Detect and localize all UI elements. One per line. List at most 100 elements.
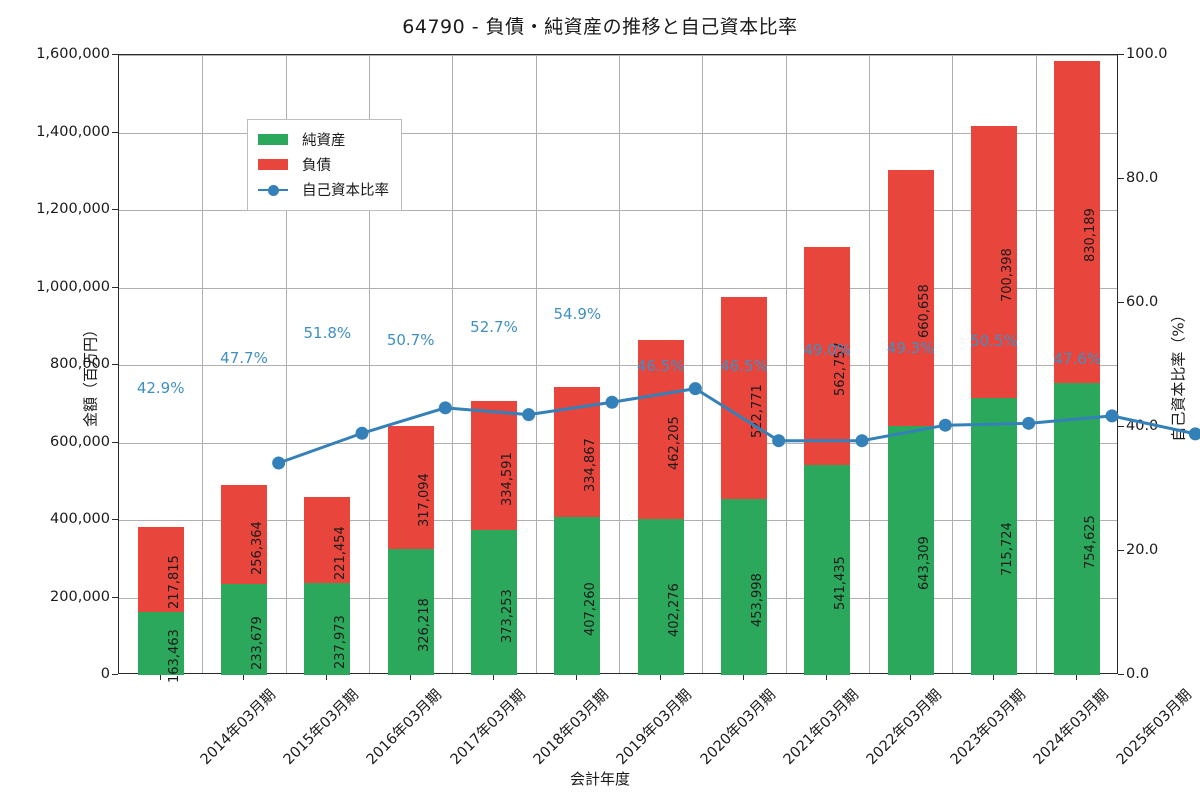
bar-segment-liability[interactable] [1054, 60, 1101, 383]
bar-value-label-equity: 754,625 [1083, 515, 1099, 569]
ratio-data-label: 49.0% [803, 341, 852, 360]
ratio-line-marker[interactable] [605, 395, 619, 409]
ratio-data-label: 52.7% [470, 318, 518, 337]
bar-segment-equity[interactable] [637, 519, 684, 675]
bar-segment-equity[interactable] [887, 425, 934, 675]
y-axis-tick-label-right: 100.0 [1126, 46, 1168, 62]
gridline-vertical [202, 55, 204, 673]
gridline-vertical [702, 55, 704, 673]
bar-value-label-equity: 541,435 [833, 556, 849, 611]
bar-value-label-equity: 453,998 [750, 573, 765, 628]
x-axis-tick-mark [493, 674, 494, 680]
bar-segment-equity[interactable] [387, 548, 434, 675]
bar-value-label-liability: 256,364 [250, 521, 265, 575]
bar-value-label-equity: 715,724 [1000, 522, 1015, 577]
x-axis-tick-label: 2020年03月期 [697, 686, 779, 769]
bar-value-label-equity: 643,309 [916, 536, 932, 591]
y-axis-tick-label-left: 1,000,000 [36, 278, 110, 295]
gridline-horizontal [119, 365, 1117, 366]
bar-segment-liability[interactable] [221, 485, 267, 585]
y-axis-tick-mark-left [112, 286, 118, 288]
y-axis-tick-label-right: 80.0 [1126, 170, 1159, 186]
y-axis-tick-mark-right [1118, 302, 1124, 303]
bar-segment-equity[interactable] [221, 584, 267, 675]
gridline-horizontal [119, 55, 1117, 56]
x-axis-tick-label: 2024年03月期 [1030, 686, 1113, 769]
legend-item[interactable]: 純資産 [258, 127, 389, 152]
ratio-line-marker[interactable] [438, 401, 452, 415]
y-axis-tick-mark-right [1118, 674, 1124, 675]
ratio-data-label: 46.5% [636, 356, 685, 375]
x-axis-tick-mark [743, 674, 744, 680]
y-axis-tick-label-left: 1,400,000 [36, 123, 110, 140]
x-axis-tick-mark [159, 674, 161, 680]
bar-value-label-equity: 326,218 [416, 598, 432, 652]
y-axis-tick-label-left: 1,200,000 [36, 201, 110, 217]
y-axis-tick-mark-left [112, 54, 118, 55]
x-axis-tick-mark [576, 674, 578, 680]
y-axis-tick-mark-left [112, 596, 118, 598]
bar-value-label-liability: 660,658 [916, 283, 932, 338]
gridline-vertical [619, 55, 620, 673]
y-axis-tick-label-left: 1,600,000 [36, 46, 110, 62]
ratio-line-marker[interactable] [522, 408, 536, 422]
bar-value-label-liability: 830,189 [1083, 207, 1099, 262]
bar-segment-equity[interactable] [721, 499, 767, 675]
y-axis-tick-mark-left [112, 519, 118, 520]
x-axis-tick-mark [243, 674, 244, 680]
bar-value-label-liability: 217,815 [166, 555, 182, 610]
bar-value-label-liability: 522,771 [750, 384, 765, 438]
bar-segment-equity[interactable] [137, 611, 184, 675]
y-axis-tick-label-left: 0 [100, 666, 110, 682]
y-axis-tick-label-right: 40.0 [1126, 418, 1159, 434]
ratio-line-marker[interactable] [1105, 409, 1119, 423]
ratio-line-marker[interactable] [355, 426, 369, 440]
bar-segment-liability[interactable] [971, 126, 1017, 398]
x-axis-tick-mark [409, 674, 411, 680]
bar-value-label-liability: 317,094 [416, 473, 432, 528]
y-axis-tick-label-left: 600,000 [50, 433, 110, 450]
bar-value-label-liability: 334,867 [583, 438, 599, 493]
gridline-horizontal [119, 210, 1117, 211]
ratio-line-marker[interactable] [1188, 427, 1200, 441]
ratio-data-label: 49.3% [886, 339, 935, 358]
y-axis-tick-label-right: 20.0 [1126, 542, 1159, 558]
bar-segment-equity[interactable] [554, 517, 601, 675]
y-axis-tick-label-right: 0.0 [1126, 666, 1150, 682]
gridline-vertical [952, 55, 954, 673]
ratio-line-marker[interactable] [938, 418, 952, 432]
bar-segment-liability[interactable] [887, 169, 934, 426]
y-axis-tick-mark-right [1118, 178, 1124, 179]
x-axis-tick-label: 2022年03月期 [864, 686, 946, 769]
plot-area: 163,463 217,815 233,679 256,364 237,973 221,4… [118, 54, 1200, 683]
ratio-line-marker[interactable] [772, 434, 786, 448]
bar-segment-liability[interactable] [304, 496, 351, 583]
ratio-line-marker[interactable] [272, 456, 286, 470]
bar-value-label-equity: 402,276 [666, 583, 682, 638]
y-axis-tick-mark-left [112, 131, 118, 133]
ratio-line-marker[interactable] [688, 382, 702, 396]
ratio-data-label: 42.9% [136, 379, 185, 398]
gridline-horizontal [119, 132, 1117, 134]
x-axis-tick-mark [993, 674, 994, 680]
legend-item[interactable]: 負債 [258, 152, 389, 177]
bar-value-label-equity: 373,253 [500, 588, 515, 643]
ratio-line-marker[interactable] [855, 434, 869, 448]
x-axis-tick-mark [326, 674, 328, 680]
bar-segment-equity[interactable] [471, 530, 517, 675]
ratio-line-marker[interactable] [1022, 416, 1036, 430]
page-title: 64790 - 負債・純資産の推移と自己資本比率 [402, 16, 798, 38]
gridline-vertical [452, 55, 454, 673]
y-axis-tick-mark-right [1118, 426, 1124, 427]
bar-segment-equity[interactable] [304, 582, 351, 675]
bar-value-label-liability: 221,454 [333, 526, 349, 580]
gridline-horizontal [119, 442, 1117, 444]
ratio-data-label: 46.5% [720, 356, 768, 375]
bar-value-label-equity: 163,463 [166, 629, 182, 684]
y-axis-tick-mark-left [112, 674, 118, 675]
legend-item[interactable]: 自己資本比率 [258, 177, 389, 202]
bar-segment-liability[interactable] [137, 527, 184, 612]
bar-value-label-equity: 407,260 [583, 582, 599, 637]
bar-segment-equity[interactable] [804, 465, 851, 675]
